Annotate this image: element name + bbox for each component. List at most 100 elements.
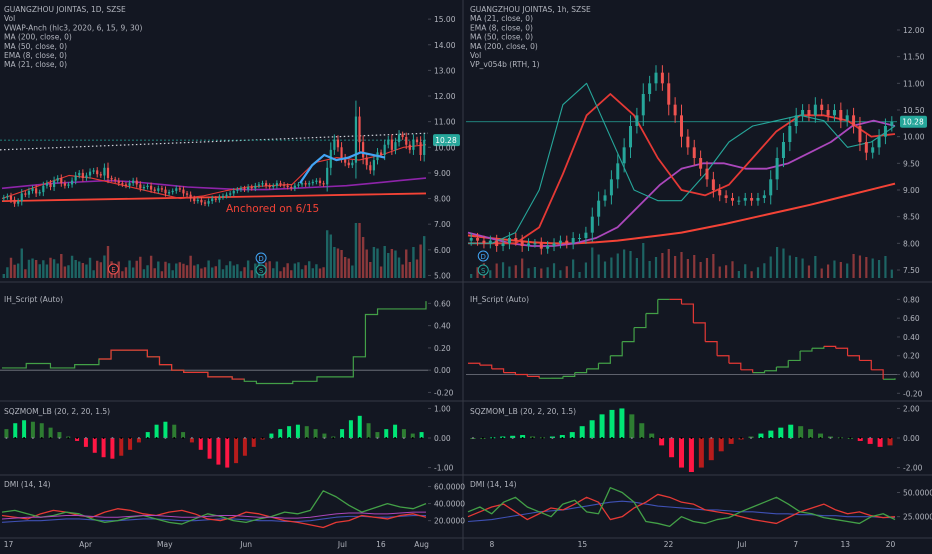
candle-body [193, 198, 196, 202]
dmi-minus-line [467, 493, 896, 525]
y-tick-label: 8.50 [903, 213, 920, 222]
ih-line-red [515, 373, 528, 377]
squeeze-dot [531, 437, 534, 439]
squeeze-bar [808, 429, 814, 438]
squeeze-dot [819, 437, 822, 439]
volume-bar [871, 258, 874, 278]
candle-body [17, 201, 20, 204]
candle-body [318, 180, 322, 184]
squeeze-bar [708, 438, 714, 461]
candle-body [852, 115, 856, 126]
candle-body [871, 147, 875, 153]
ih-line-red [693, 322, 706, 342]
squeeze-dot [591, 437, 594, 439]
squeeze-dot [779, 437, 782, 439]
candle-body [590, 216, 594, 233]
candle-body [408, 144, 411, 150]
volume-bar [750, 271, 753, 278]
candle-body [565, 240, 569, 244]
candle-body [482, 240, 486, 244]
squeeze-bar [659, 438, 665, 446]
volume-bar [106, 246, 110, 278]
candle-body [282, 184, 286, 186]
squeeze-dot [420, 437, 423, 439]
volume-bar [807, 265, 811, 278]
candle-body [132, 180, 135, 184]
squeeze-dot [620, 437, 623, 439]
squeeze-bar [83, 438, 88, 447]
volume-bar [775, 247, 779, 278]
squeeze-dot [521, 437, 524, 439]
squeeze-bar [313, 429, 318, 438]
candle-body [31, 188, 34, 191]
ma21-line [468, 93, 896, 245]
legend-item: EMA (8, close, 0) [470, 23, 533, 32]
ih-line-red [859, 359, 872, 370]
volume-bar [712, 254, 715, 278]
y-tick-label: 0.20 [434, 344, 451, 353]
squeeze-dot [341, 437, 344, 439]
squeeze-bar [30, 421, 35, 438]
volume-bar [495, 263, 498, 278]
volume-bar [372, 247, 376, 278]
volume-bar [279, 271, 282, 278]
y-tick-label: 7.00 [434, 220, 451, 229]
squeeze-bar [4, 429, 9, 438]
volume-bar [268, 261, 271, 278]
candle-body [813, 104, 817, 116]
squeeze-dot [217, 437, 220, 439]
ih-line-red [681, 303, 694, 323]
candle-body [820, 104, 824, 110]
candle-body [121, 183, 124, 185]
candle-body [304, 183, 307, 185]
volume-bar [654, 257, 658, 278]
volume-bar [52, 259, 56, 278]
volume-bar [527, 268, 530, 278]
squeeze-dot [491, 437, 494, 439]
candle-body [185, 193, 189, 195]
volume-bar [60, 254, 63, 278]
y-tick-label: 1.00 [434, 404, 451, 413]
squeeze-dot [376, 437, 379, 439]
candle-body [214, 198, 217, 200]
x-tick-label: 20 [886, 540, 896, 549]
squeeze-bar [375, 432, 380, 438]
ih-line-red [728, 362, 742, 370]
candle-body [660, 72, 664, 84]
ma200-line [1, 192, 427, 203]
squeeze-bar [189, 438, 194, 443]
squeeze-bar [698, 438, 704, 468]
squeeze-bar [216, 438, 221, 465]
legend-item: MA (21, close, 0) [470, 14, 533, 23]
candle-body [247, 187, 250, 190]
y-tick-label: 11.00 [434, 118, 456, 127]
squeeze-dot [402, 437, 405, 439]
candle-body [351, 162, 354, 166]
candle-body [150, 185, 153, 190]
volume-bar [142, 269, 146, 278]
candle-body [584, 232, 588, 238]
candle-body [49, 183, 52, 188]
squeeze-bar [110, 438, 115, 459]
candle-body [864, 142, 868, 153]
volume-bar [383, 246, 386, 278]
candle-body [196, 199, 199, 202]
candle-body [711, 179, 715, 190]
squeeze-dot [640, 437, 643, 439]
squeeze-dot [740, 437, 743, 439]
squeeze-dot [720, 437, 723, 439]
volume-bar [243, 267, 246, 278]
candle-body [839, 110, 843, 121]
candle-body [60, 178, 63, 184]
squeeze-bar [758, 433, 764, 438]
volume-bar [228, 261, 232, 278]
candle-body [405, 137, 408, 145]
squeeze-bar [242, 438, 247, 456]
volume-bar [763, 263, 766, 278]
anchor-annotation: Anchored on 6/15 [226, 203, 319, 215]
ih-line-green [645, 299, 659, 315]
squeeze-dot [243, 437, 246, 439]
sqz-legend: SQZMOM_LB (20, 2, 20, 1.5) [470, 407, 576, 416]
volume-bar [661, 253, 664, 278]
